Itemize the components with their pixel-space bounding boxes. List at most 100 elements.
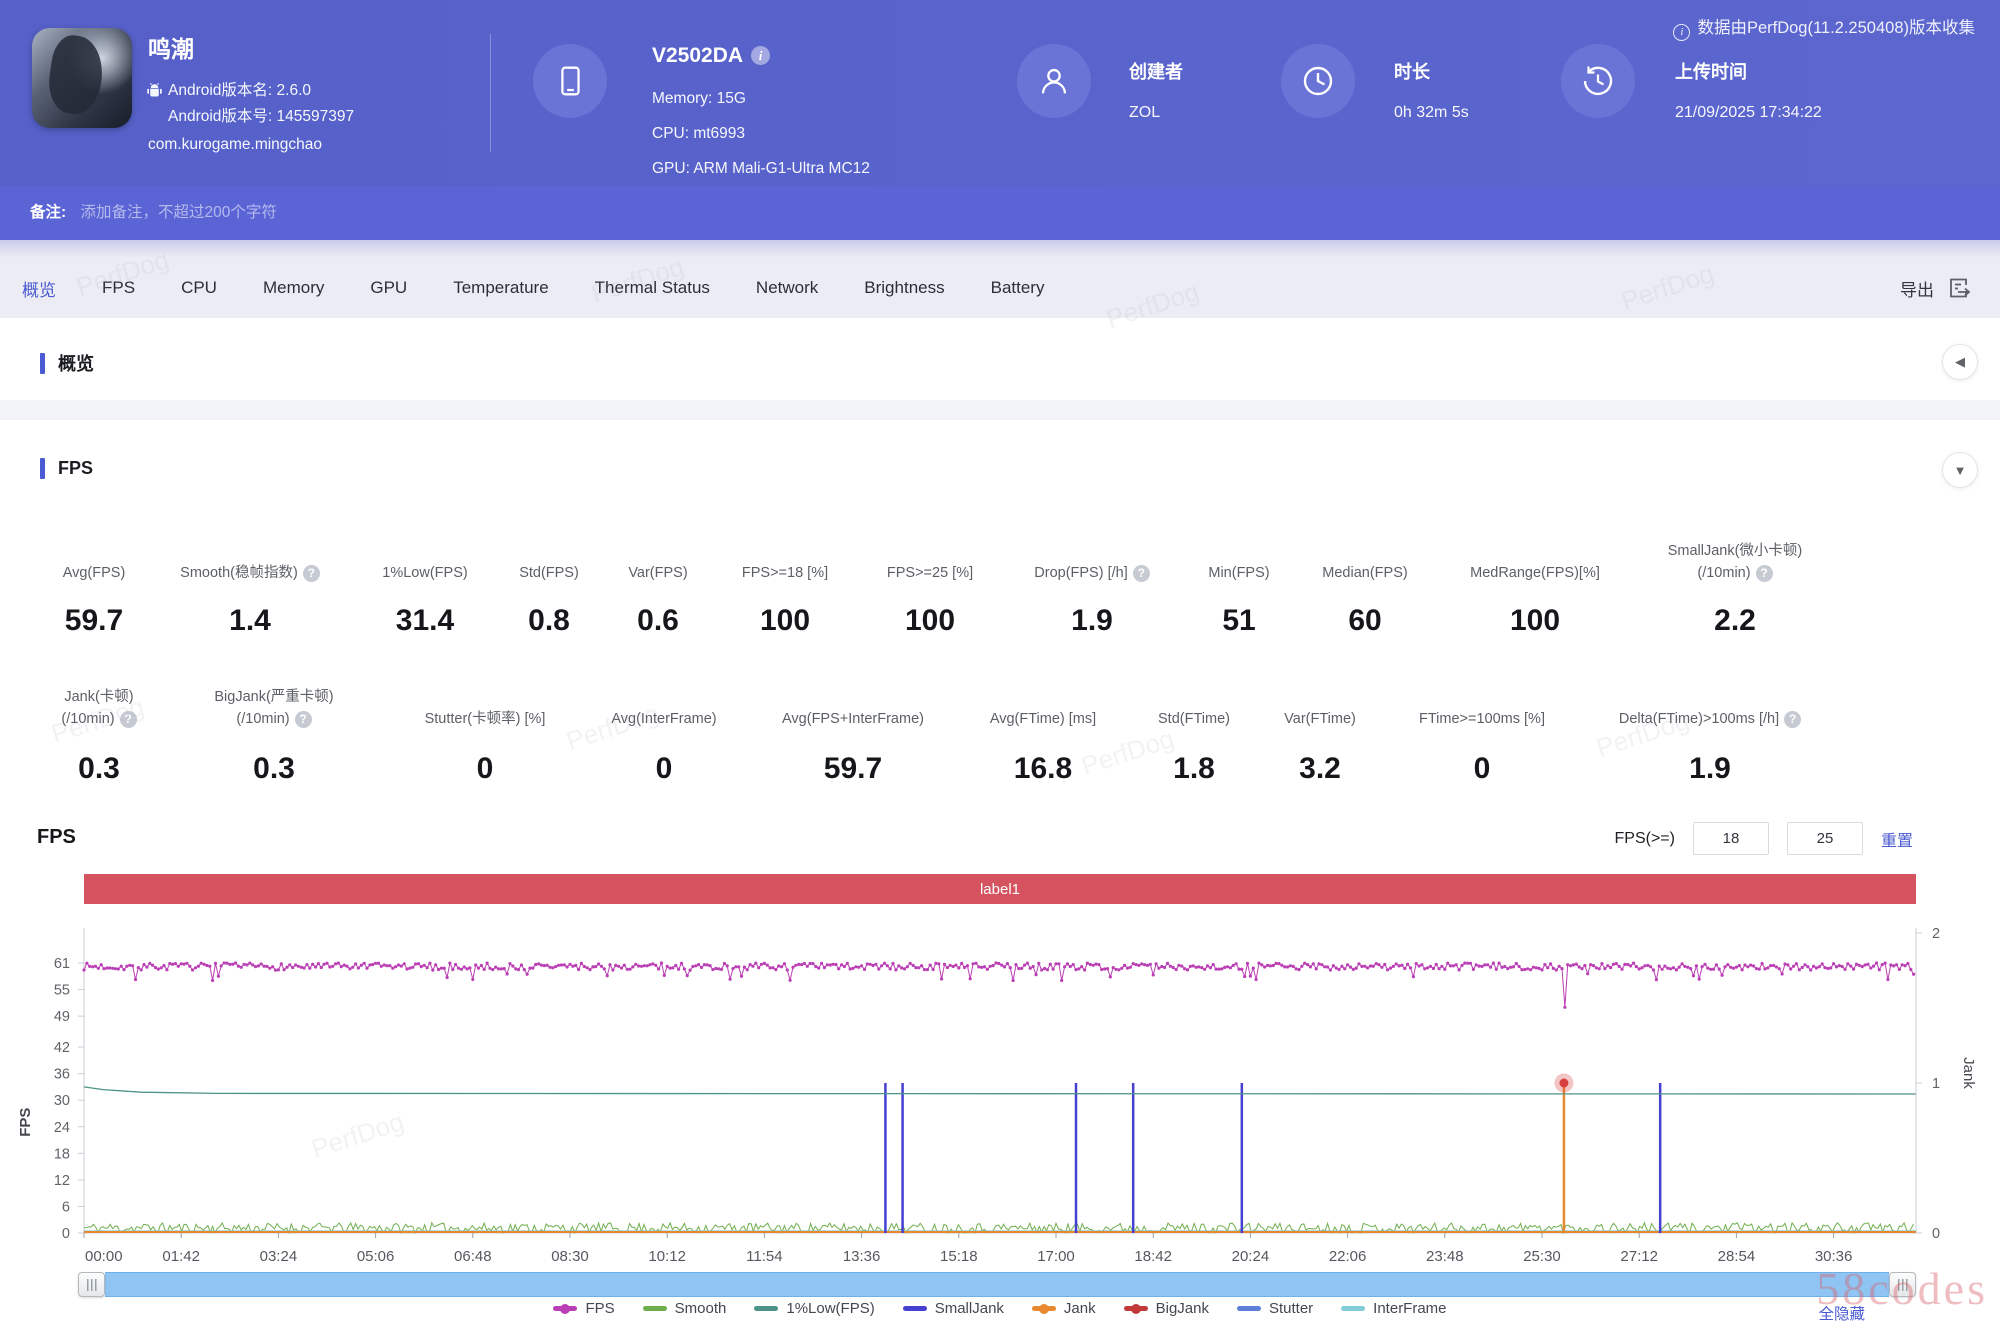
legend-label: Smooth [674, 1300, 727, 1317]
svg-text:01:42: 01:42 [162, 1248, 200, 1265]
svg-text:27:12: 27:12 [1620, 1248, 1658, 1265]
history-icon [1583, 66, 1613, 96]
stat-value: 100 [1509, 604, 1561, 637]
note-placeholder: 添加备注，不超过200个字符 [80, 204, 277, 221]
stat-drop-fps-h: Drop(FPS) [/h]? 1.9 [1016, 540, 1168, 638]
header-divider [490, 34, 491, 152]
upload-time-label: 上传时间 [1675, 62, 1747, 82]
tab-fps[interactable]: FPS [102, 278, 136, 297]
help-icon[interactable]: ? [302, 565, 320, 582]
fps-collapse-button[interactable]: ▼ [1942, 452, 1978, 488]
fps-section-title: FPS [58, 458, 94, 478]
reset-button[interactable]: 重置 [1880, 832, 1913, 850]
tab-gpu[interactable]: GPU [370, 278, 408, 297]
help-icon[interactable]: ? [1784, 711, 1802, 728]
tab-thermal-status[interactable]: Thermal Status [594, 278, 710, 297]
stat-avg-interframe: Avg(InterFrame) 0 [590, 686, 738, 786]
tab-battery[interactable]: Battery [990, 278, 1045, 297]
legend-item-interframe[interactable]: InterFrame [1341, 1300, 1447, 1317]
stat-smalljank: SmallJank(微小卡顿) (/10min)? 2.2 [1650, 540, 1820, 638]
stat-value: 1.9 [1071, 604, 1113, 637]
help-icon[interactable]: ? [1132, 565, 1150, 582]
app-version-name: Android版本名: 2.6.0 [168, 82, 312, 99]
svg-text:13:36: 13:36 [843, 1248, 881, 1265]
overview-collapse-button[interactable]: ◀ [1942, 344, 1978, 380]
stat-value: 60 [1348, 604, 1382, 637]
export-icon [1950, 278, 1971, 298]
svg-text:18: 18 [54, 1146, 70, 1162]
chart-annotation-label1[interactable]: label1 [84, 874, 1916, 904]
legend-label: SmallJank [934, 1300, 1004, 1317]
tab-cpu[interactable]: CPU [181, 278, 217, 297]
tab-brightness[interactable]: Brightness [864, 278, 945, 297]
fps-stats-row-2: Jank(卡顿) (/10min)? 0.3 BigJank(严重卡顿) (/10min… [0, 686, 2000, 786]
tab-memory[interactable]: Memory [262, 278, 325, 297]
legend-item-smooth[interactable]: Smooth [642, 1300, 727, 1317]
device-info-icon[interactable]: i [751, 46, 771, 65]
android-icon [146, 82, 163, 104]
app-icon [32, 28, 132, 128]
stat-label: FTime>=100ms [%] [1419, 711, 1545, 727]
fps-threshold-input-2[interactable] [1786, 822, 1863, 855]
tab-temperature[interactable]: Temperature [453, 278, 549, 297]
stat-value: 0 [476, 752, 494, 785]
app-name: 鸣潮 [148, 36, 194, 62]
stat-fps-25: FPS>=25 [%] 100 [844, 540, 1016, 638]
legend-marker-icon [553, 1303, 578, 1314]
stat-value: 100 [904, 604, 956, 637]
export-button[interactable]: 导出 [1900, 258, 1972, 318]
stat-value: 100 [759, 604, 811, 637]
stat-bigjank: BigJank(严重卡顿) (/10min)? 0.3 [168, 686, 380, 786]
stat-value: 51 [1222, 604, 1256, 637]
svg-text:42: 42 [54, 1040, 70, 1056]
legend-item-bigjank[interactable]: BigJank [1123, 1300, 1209, 1317]
fps-section-header: FPS [40, 458, 93, 479]
stat-delta-ftime-100ms-h: Delta(FTime)>100ms [/h]? 1.9 [1594, 686, 1826, 786]
legend-item-stutter[interactable]: Stutter [1236, 1300, 1313, 1317]
svg-text:24: 24 [54, 1120, 70, 1136]
legend-item-smalljank[interactable]: SmallJank [902, 1300, 1004, 1317]
help-icon[interactable]: ? [119, 711, 137, 728]
stat-value: 0 [655, 752, 673, 785]
overview-section-header: 概览 [40, 350, 94, 376]
svg-text:0: 0 [1932, 1226, 1940, 1242]
fps-threshold-input-1[interactable] [1692, 822, 1769, 855]
svg-text:20:24: 20:24 [1232, 1248, 1270, 1265]
stat-label: SmallJank(微小卡顿) (/10min)? [1667, 543, 1803, 582]
scrollbar-right-handle[interactable] [1889, 1272, 1916, 1297]
upload-time-value: 21/09/2025 17:34:22 [1675, 104, 1822, 121]
svg-text:1: 1 [1932, 1076, 1940, 1092]
fps-threshold-label: FPS(>=) [1614, 829, 1675, 847]
help-icon[interactable]: ? [294, 711, 312, 728]
clock-icon [1303, 66, 1333, 96]
help-icon[interactable]: ? [1755, 565, 1773, 582]
stat-value: 1.9 [1689, 752, 1731, 785]
scrollbar-track[interactable] [105, 1272, 1889, 1297]
legend-item-jank[interactable]: Jank [1031, 1300, 1096, 1317]
stat-label: Avg(InterFrame) [611, 711, 717, 727]
legend-item-1-low-fps[interactable]: 1%Low(FPS) [754, 1300, 875, 1317]
export-label: 导出 [1900, 280, 1934, 300]
note-input-bar[interactable]: 备注: 添加备注，不超过200个字符 [0, 186, 2000, 240]
stat-label: MedRange(FPS)[%] [1470, 565, 1600, 581]
stat-value: 0.3 [253, 752, 295, 785]
fps-stats-row-1: Avg(FPS) 59.7 Smooth(稳帧指数)? 1.4 1%Low(FPS) 31… [0, 540, 2000, 638]
tab-network[interactable]: Network [755, 278, 819, 297]
stat-label: Jank(卡顿) (/10min)? [61, 686, 137, 730]
hide-all-button[interactable]: 全隐藏 [1818, 1306, 1865, 1323]
section-accent-bar [40, 352, 45, 374]
stat-stutter: Stutter(卡顿率) [%] 0 [380, 686, 590, 786]
stat-value: 59.7 [64, 604, 124, 637]
scrollbar-left-handle[interactable] [78, 1272, 105, 1297]
svg-text:22:06: 22:06 [1329, 1248, 1367, 1265]
legend-label: InterFrame [1373, 1300, 1447, 1317]
grip-icon [1897, 1278, 1908, 1291]
report-header: 鸣潮 Android版本名: 2.6.0 Android版本号: 1455973… [0, 0, 2000, 186]
legend-item-fps[interactable]: FPS [553, 1300, 615, 1317]
section-divider-band [0, 400, 2000, 420]
tab-item[interactable]: 概览 [22, 280, 56, 300]
stat-label: Delta(FTime)>100ms [/h]? [1619, 686, 1802, 730]
stat-label: Median(FPS) [1322, 565, 1408, 581]
stat-var-ftime: Var(FTime) 3.2 [1270, 686, 1370, 786]
